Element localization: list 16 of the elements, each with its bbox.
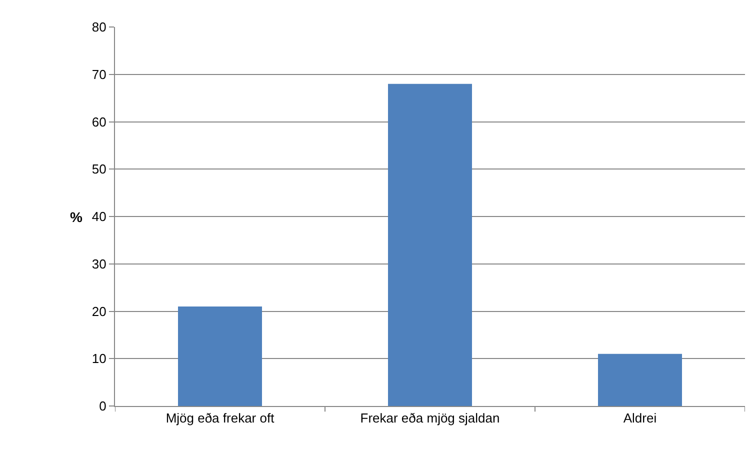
y-tick-label: 10	[92, 351, 106, 366]
x-tick-label: Mjög eða frekar oft	[166, 410, 275, 426]
bar	[178, 306, 262, 406]
y-tick-label: 60	[92, 114, 106, 130]
y-tick-label: 70	[92, 66, 106, 82]
y-tick-label: 0	[99, 398, 106, 414]
y-axis-title: %	[70, 209, 83, 225]
bar	[598, 354, 682, 406]
x-tick-label: Frekar eða mjög sjaldan	[360, 410, 500, 426]
y-tick-label: 30	[92, 256, 106, 272]
y-tick-label: 40	[92, 209, 106, 224]
x-tick-label: Aldrei	[623, 410, 657, 426]
y-tick-label: 20	[92, 304, 106, 319]
y-tick-label: 50	[92, 162, 106, 177]
bar	[388, 84, 472, 406]
y-tick-label: 80	[92, 20, 106, 35]
